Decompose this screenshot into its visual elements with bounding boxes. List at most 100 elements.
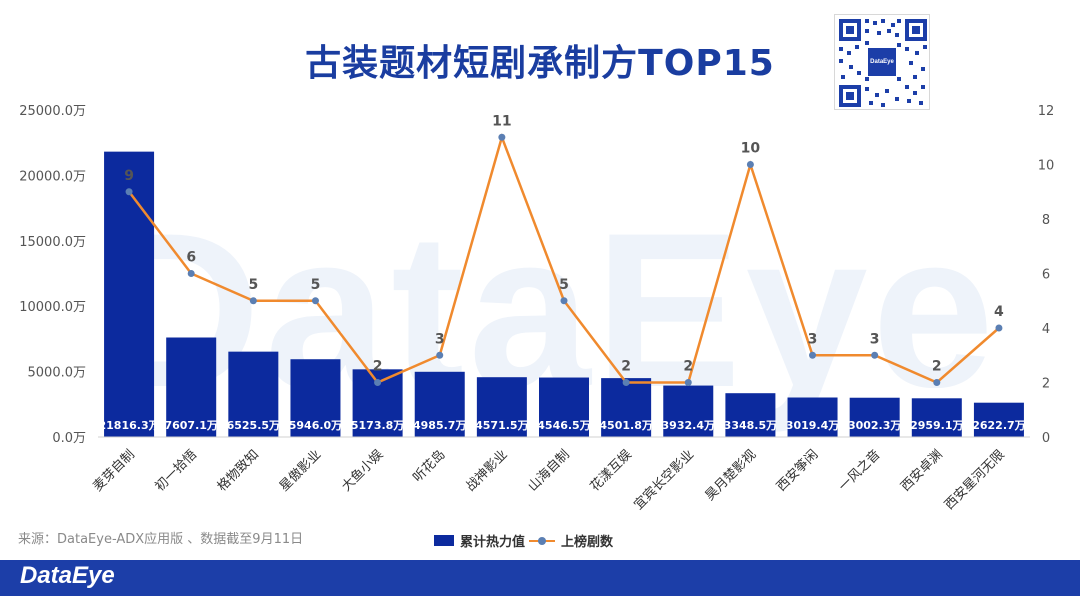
- chart-title: 古装题材短剧承制方TOP15: [305, 43, 775, 84]
- line-point: [995, 324, 1003, 332]
- line-value-label: 3: [808, 331, 818, 347]
- line-value-label: 3: [435, 331, 445, 347]
- line-value-label: 2: [621, 359, 631, 375]
- line-point: [684, 379, 692, 386]
- qr-code-pattern: [839, 19, 927, 107]
- y-right-tick-label: 4: [1042, 322, 1050, 337]
- line-point: [746, 161, 754, 168]
- footer-band: [0, 560, 1080, 596]
- bar: [290, 359, 341, 437]
- y-left-tick-label: 20000.0万: [19, 169, 86, 184]
- line-value-label: 2: [932, 359, 942, 375]
- bar-value-label: 3002.3万: [848, 419, 901, 432]
- line-value-label: 9: [124, 168, 134, 184]
- line-point: [374, 379, 382, 386]
- line-point: [249, 297, 257, 305]
- bar: [911, 398, 962, 437]
- line-value-label: 2: [683, 359, 693, 375]
- bar: [476, 377, 527, 437]
- legend-swatch-bar: [434, 535, 454, 546]
- line-value-label: 6: [186, 250, 196, 266]
- x-category-label: 战神影业: [463, 447, 510, 494]
- bar-value-label: 4501.8万: [599, 419, 652, 432]
- combo-chart: 0.0万 5000.0万 10000.0万 15000.0万 20000.0万 25000…: [19, 104, 1055, 513]
- bar-value-label: 6525.5万: [227, 419, 280, 432]
- y-left-tick-label: 15000.0万: [19, 235, 86, 250]
- y-right-tick-label: 10: [1038, 159, 1055, 174]
- line-point: [187, 270, 195, 277]
- line-point: [809, 351, 817, 359]
- line-value-label: 5: [248, 277, 258, 293]
- y-right-tick-label: 12: [1038, 104, 1055, 119]
- line-point: [933, 379, 941, 386]
- line-point: [498, 133, 506, 141]
- x-category-label: 昊月楚影视: [703, 447, 760, 504]
- bar: [787, 397, 838, 437]
- bar-value-label: 3932.4万: [662, 419, 715, 432]
- legend-swatch-line: [529, 535, 556, 547]
- x-category-label: 山海自制: [525, 447, 572, 494]
- line-point: [311, 297, 319, 305]
- bar-value-label: 2622.7万: [972, 419, 1025, 432]
- y-right-tick-label: 2: [1042, 377, 1050, 392]
- x-category-label: 西安筝闲: [773, 447, 821, 495]
- bar-value-label: 4571.5万: [475, 419, 528, 432]
- x-category-label: 麦芽自制: [91, 447, 138, 494]
- line-point: [560, 297, 568, 305]
- line-value-label: 2: [373, 359, 383, 375]
- bar: [973, 402, 1024, 437]
- x-category-label: 星傲影业: [277, 447, 324, 494]
- line-value-label: 4: [994, 304, 1004, 320]
- bar-value-label: 4546.5万: [537, 419, 590, 432]
- bar-value-label: 7607.1万: [164, 419, 217, 432]
- y-left-tick-label: 5000.0万: [28, 366, 87, 381]
- bar-value-label: 2959.1万: [910, 419, 963, 432]
- line-value-label: 3: [870, 331, 880, 347]
- y-right-tick-label: 8: [1042, 213, 1050, 228]
- bar: [663, 385, 714, 437]
- bar: [414, 371, 465, 437]
- bar: [539, 377, 589, 437]
- bar: [166, 337, 217, 437]
- line-point: [125, 188, 133, 196]
- bar: [104, 151, 155, 437]
- bar-value-label: 4985.7万: [413, 419, 466, 432]
- bar: [849, 397, 900, 437]
- bar-value-label: 21816.3万: [99, 419, 160, 432]
- x-category-label: 西安星河无限: [942, 447, 1008, 513]
- x-category-label: 西安卓渊: [898, 447, 945, 494]
- line-value-label: 11: [492, 113, 511, 129]
- bar-value-label: 3348.5万: [724, 419, 777, 432]
- line-value-label: 5: [559, 277, 569, 293]
- x-category-label: 格物致知: [214, 447, 262, 495]
- x-category-label: 大鱼小娱: [338, 447, 386, 495]
- bar-value-label: 5946.0万: [289, 419, 342, 432]
- line-value-label: 5: [311, 277, 321, 293]
- qr-logo: DataEye: [868, 48, 896, 76]
- chart-legend: 累计热力值 上榜剧数: [434, 531, 613, 550]
- line-point: [871, 351, 879, 359]
- x-category-label: 听花岛: [410, 447, 449, 486]
- x-category-label: 花漾互娱: [587, 447, 635, 495]
- line-point: [436, 351, 444, 359]
- legend-label-bar: 累计热力值: [460, 535, 526, 550]
- bar: [725, 393, 776, 437]
- x-category-label: 宜宾长空影业: [631, 447, 697, 513]
- bar-value-label: 3019.4万: [786, 419, 839, 432]
- bar: [601, 378, 652, 437]
- line-value-label: 10: [741, 141, 761, 157]
- legend-label-line: 上榜剧数: [561, 535, 614, 550]
- qr-code: [834, 14, 930, 110]
- y-right-tick-label: 0: [1042, 431, 1050, 446]
- y-left-tick-label: 10000.0万: [19, 300, 86, 315]
- line-series-path: [128, 133, 1000, 385]
- bar: [228, 351, 279, 437]
- y-left-tick-label: 25000.0万: [19, 104, 86, 119]
- bar-value-label: 5173.8万: [351, 419, 404, 432]
- source-note: 来源：DataEye-ADX应用版 、数据截至9月11日: [18, 532, 304, 547]
- x-category-label: 初一拾悟: [153, 447, 200, 494]
- y-left-tick-label: 0.0万: [52, 431, 86, 446]
- footer-brand: DataEye: [20, 562, 115, 589]
- line-point: [622, 379, 630, 386]
- footer-bar: DataEye: [0, 556, 1080, 608]
